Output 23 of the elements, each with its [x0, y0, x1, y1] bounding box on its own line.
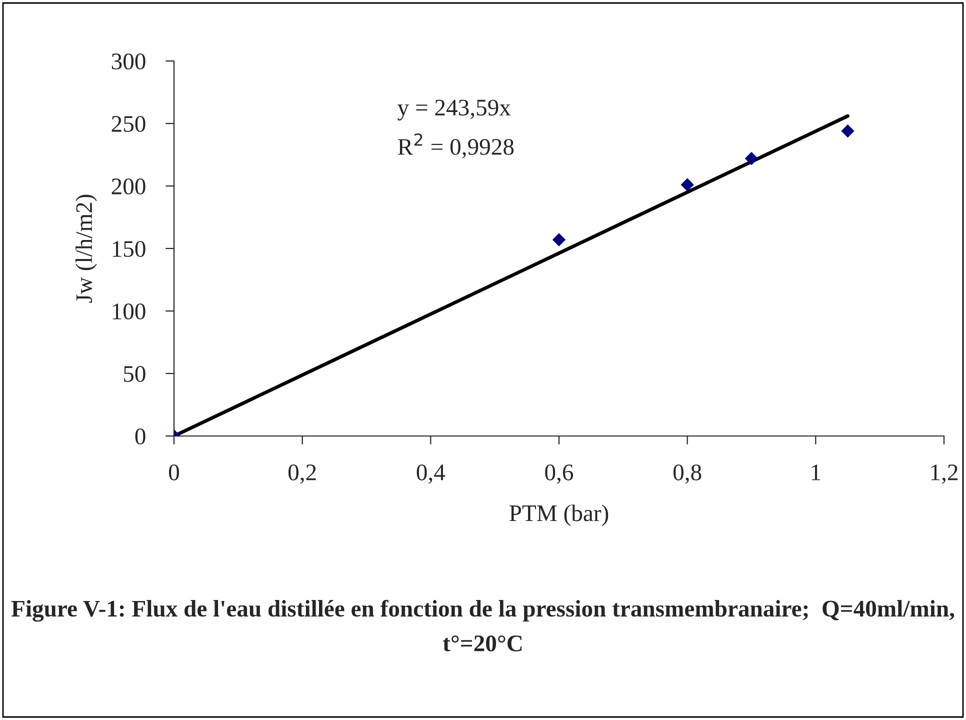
y-axis-title: Jw (l/h/m2) [76, 194, 97, 303]
x-tick-label: 0 [168, 464, 180, 480]
x-tick-label: 0,6 [545, 464, 574, 484]
point [841, 124, 854, 138]
text: Figure V-1: Flux de l'eau distillée en fonction de la pression transmembranaire; Q=40ml/min, t°=20°C [11, 600, 954, 652]
x-tick-label: 0,4 [416, 464, 446, 484]
y-tick-label: 0 [135, 428, 146, 444]
point [680, 178, 694, 192]
annotation: y = 243,59x [398, 100, 511, 120]
x-tick-label: 0,8 [673, 464, 702, 484]
annotation: R$^{2}$ = 0,9928 [398, 133, 514, 158]
y-tick-label: 150 [112, 240, 146, 257]
point [744, 152, 758, 166]
y-tick-label: 200 [112, 178, 146, 194]
y-tick-label: 300 [112, 53, 146, 70]
y-tick-label: 50 [124, 366, 146, 382]
x-axis-title: PTM (bar) [510, 504, 608, 526]
x-tick-label: 0,2 [288, 464, 316, 484]
x-tick-label: 1,2 [931, 464, 958, 484]
x-tick-label: 1 [812, 464, 820, 480]
y-tick-label: 100 [112, 303, 146, 320]
point [552, 233, 566, 246]
y-tick-label: 250 [112, 116, 146, 132]
